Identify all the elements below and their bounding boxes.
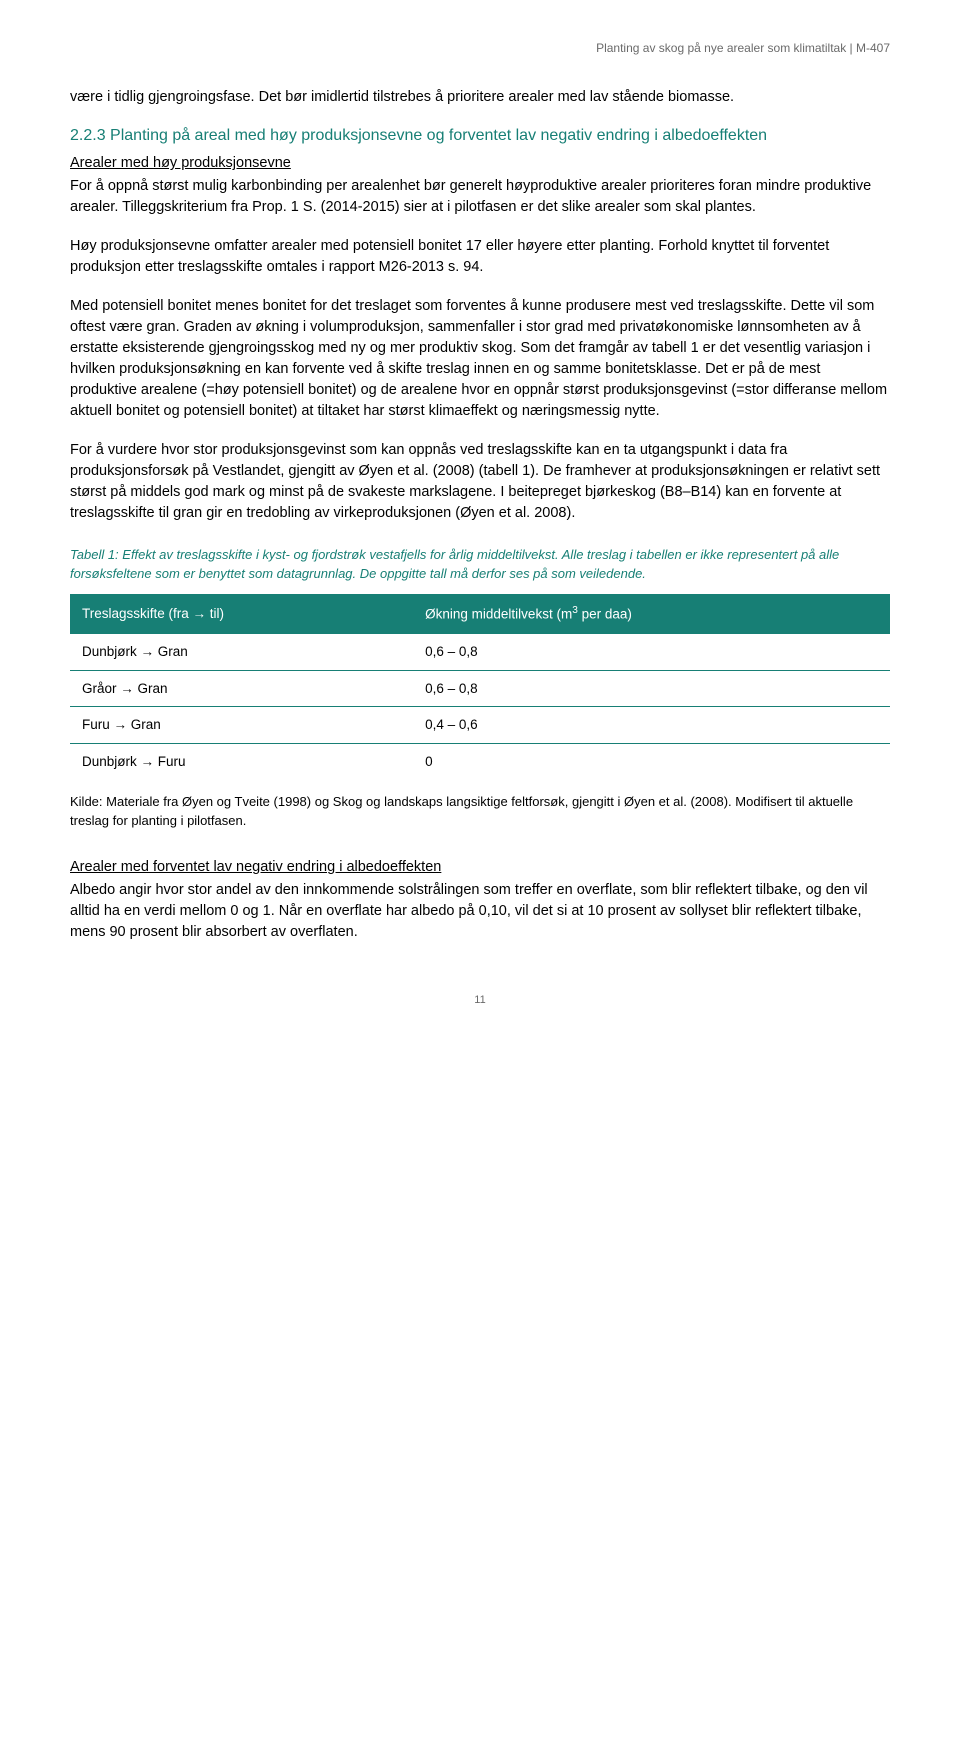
body-paragraph: For å oppnå størst mulig karbonbinding p… [70,176,890,218]
subheading-arealer-lav-negativ-albedo: Arealer med forventet lav negativ endrin… [70,857,890,878]
table-row: Furu → Gran0,4 – 0,6 [70,707,890,744]
table-source: Kilde: Materiale fra Øyen og Tveite (199… [70,793,890,831]
table-header-col1: Treslagsskifte (fra → til) [70,594,413,634]
body-paragraph: For å vurdere hvor stor produksjonsgevin… [70,440,890,524]
running-header: Planting av skog på nye arealer som klim… [70,40,890,57]
section-number: 2.2.3 [70,127,106,144]
table-row: Dunbjørk → Furu0 [70,743,890,779]
table-cell-value: 0,4 – 0,6 [413,707,890,744]
table-row: Gråor → Gran0,6 – 0,8 [70,670,890,707]
intro-paragraph: være i tidlig gjengroingsfase. Det bør i… [70,87,890,108]
table-cell-value: 0 [413,743,890,779]
table-caption: Tabell 1: Effekt av treslagsskifte i kys… [70,546,890,584]
table-header-col2: Økning middeltilvekst (m3 per daa) [413,594,890,634]
table-cell-value: 0,6 – 0,8 [413,634,890,670]
treslagsskifte-table: Treslagsskifte (fra → til) Økning middel… [70,594,890,779]
subheading-arealer-hoy-produksjonsevne: Arealer med høy produksjonsevne [70,153,890,174]
section-title: Planting på areal med høy produksjonsevn… [110,127,767,144]
col2-prefix: Økning middeltilvekst (m [425,607,572,622]
section-heading: 2.2.3 Planting på areal med høy produksj… [70,126,890,147]
table-cell-fromto: Gråor → Gran [70,670,413,707]
body-paragraph: Albedo angir hvor stor andel av den innk… [70,880,890,943]
table-row: Dunbjørk → Gran0,6 – 0,8 [70,634,890,670]
page-number: 11 [70,993,890,1009]
table-header-row: Treslagsskifte (fra → til) Økning middel… [70,594,890,634]
col2-suffix: per daa) [578,607,632,622]
table-cell-fromto: Furu → Gran [70,707,413,744]
table-cell-fromto: Dunbjørk → Gran [70,634,413,670]
body-paragraph: Høy produksjonsevne omfatter arealer med… [70,236,890,278]
table-cell-fromto: Dunbjørk → Furu [70,743,413,779]
body-paragraph: Med potensiell bonitet menes bonitet for… [70,296,890,422]
table-cell-value: 0,6 – 0,8 [413,670,890,707]
